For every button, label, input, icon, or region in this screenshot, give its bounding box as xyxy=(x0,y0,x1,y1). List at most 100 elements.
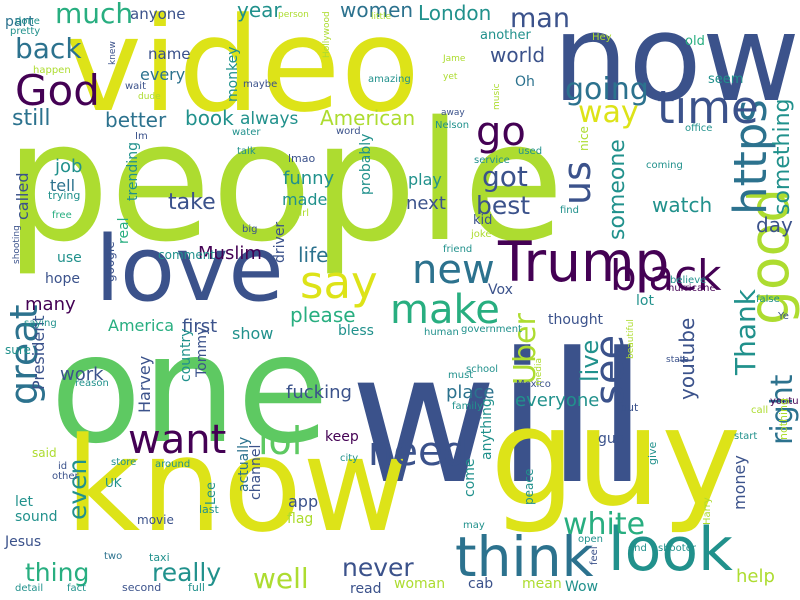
cloud-word: second xyxy=(122,581,162,594)
cloud-word: probably xyxy=(358,133,374,195)
cloud-word: little xyxy=(371,12,392,22)
cloud-word: watch xyxy=(652,193,713,217)
cloud-word: put xyxy=(620,401,639,414)
cloud-word: knew xyxy=(108,41,118,65)
cloud-word: Wow xyxy=(565,579,599,595)
cloud-word: think xyxy=(455,525,594,589)
cloud-word: detail xyxy=(15,583,44,594)
cloud-word: pretty xyxy=(10,26,41,37)
cloud-word: Harry xyxy=(702,497,713,525)
cloud-word: channel xyxy=(248,444,264,500)
cloud-word: shooter xyxy=(658,543,696,554)
cloud-word: much xyxy=(55,0,134,30)
cloud-word: Trump xyxy=(498,230,670,294)
cloud-word: gun xyxy=(598,431,625,447)
cloud-word: used xyxy=(518,146,543,157)
cloud-word: come xyxy=(462,458,478,497)
cloud-word: office xyxy=(685,123,713,134)
cloud-word: help xyxy=(736,566,775,587)
cloud-word: really xyxy=(152,558,222,587)
cloud-word: book xyxy=(185,106,234,130)
cloud-word: better xyxy=(105,108,167,132)
cloud-word: real xyxy=(116,217,132,244)
cloud-word: maybe xyxy=(243,79,278,90)
cloud-word: sure xyxy=(5,343,31,357)
cloud-word: water xyxy=(232,127,261,138)
cloud-word: beautiful xyxy=(626,319,636,359)
cloud-word: got xyxy=(482,160,528,193)
cloud-word: cab xyxy=(468,576,494,592)
cloud-word: world xyxy=(490,43,546,67)
cloud-word: going xyxy=(565,72,649,107)
cloud-word: next xyxy=(406,193,446,214)
cloud-word: old xyxy=(685,34,705,49)
cloud-word: kid xyxy=(473,213,493,228)
cloud-word: Hey xyxy=(592,32,612,43)
cloud-word: coming xyxy=(646,160,683,171)
cloud-word: shooting xyxy=(12,225,22,264)
cloud-word: saying xyxy=(24,318,57,329)
cloud-word: guy xyxy=(490,379,742,536)
cloud-word: name xyxy=(148,45,191,63)
cloud-word: nothing xyxy=(777,398,790,440)
cloud-word: two xyxy=(104,551,123,562)
cloud-word: end xyxy=(628,543,647,554)
cloud-word: life xyxy=(298,243,329,267)
cloud-word: Im xyxy=(135,131,148,142)
cloud-word: live xyxy=(576,339,604,382)
cloud-word: every xyxy=(140,65,186,84)
cloud-word: best xyxy=(476,191,531,220)
cloud-word: mean xyxy=(522,576,562,592)
cloud-word: way xyxy=(578,95,639,130)
cloud-word: day xyxy=(756,213,793,237)
cloud-word: now xyxy=(552,0,800,129)
cloud-word: someone xyxy=(605,139,630,240)
cloud-word: big xyxy=(242,224,258,235)
cloud-word: back xyxy=(15,32,82,65)
cloud-word: trying xyxy=(48,189,81,202)
cloud-word: government xyxy=(461,324,522,335)
cloud-word: made xyxy=(282,190,328,209)
cloud-word: open xyxy=(578,534,603,545)
cloud-word: need xyxy=(368,429,468,475)
cloud-word: lmao xyxy=(288,152,316,165)
cloud-word: app xyxy=(288,492,319,511)
cloud-word: movie xyxy=(137,513,174,527)
cloud-word: read xyxy=(350,581,382,597)
cloud-word: even xyxy=(63,458,92,520)
cloud-word: done xyxy=(15,16,40,27)
cloud-word: know xyxy=(65,409,409,561)
cloud-word: UK xyxy=(105,476,122,490)
cloud-word: away xyxy=(441,108,465,118)
cloud-word: start xyxy=(734,431,758,442)
cloud-word: Jesus xyxy=(5,534,42,550)
cloud-word: may xyxy=(463,520,485,531)
cloud-word: full xyxy=(188,581,205,594)
cloud-word: always xyxy=(240,109,299,129)
cloud-word: girl xyxy=(293,208,310,219)
cloud-word: must xyxy=(448,370,474,381)
cloud-word: tell xyxy=(50,176,76,195)
cloud-word: flag xyxy=(287,511,314,527)
cloud-word: called xyxy=(13,172,32,221)
cloud-word: work xyxy=(60,364,104,385)
cloud-word: use xyxy=(57,250,82,266)
cloud-word: find xyxy=(560,205,579,216)
cloud-word: show xyxy=(232,324,274,343)
cloud-word: look xyxy=(608,515,733,585)
cloud-word: friend xyxy=(443,244,473,255)
cloud-word: last xyxy=(199,503,219,516)
cloud-word: take xyxy=(168,190,216,215)
cloud-word: woman xyxy=(394,576,446,592)
cloud-word: lol xyxy=(258,419,303,463)
cloud-word: white xyxy=(563,507,646,542)
cloud-word: something xyxy=(770,98,795,215)
cloud-word: driver xyxy=(272,221,288,263)
cloud-word: never xyxy=(342,553,414,582)
cloud-word: nice xyxy=(577,126,591,151)
cloud-word: everyone xyxy=(515,390,600,411)
cloud-word: keep xyxy=(325,429,359,445)
cloud-word: reason xyxy=(75,378,109,389)
cloud-word: time xyxy=(657,81,759,134)
